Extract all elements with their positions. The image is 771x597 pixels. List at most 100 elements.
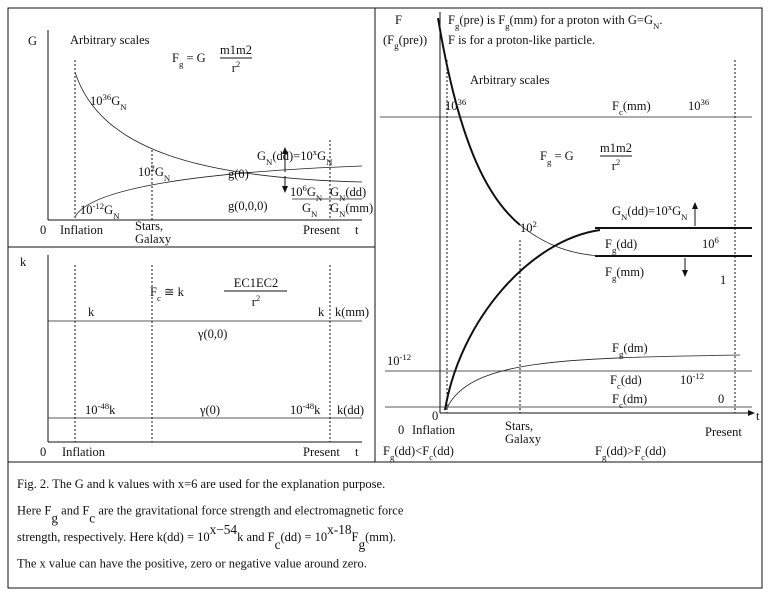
caption-line-part: are the gravitational force strength and… [95, 504, 404, 518]
x-axis-label: Galaxy [505, 432, 542, 446]
condition-part: (dd)<F [394, 444, 429, 458]
axis-title: (Fg(pre)) [383, 33, 427, 51]
formula-lhs: Fc ≅ k [150, 285, 185, 303]
caption-line: Fig. 2. The G and k values with x=6 are … [17, 477, 385, 491]
label-part: (dd) [345, 185, 366, 199]
header: Fg(pre) is Fg(mm) for a proton with G=GN… [448, 13, 662, 31]
label-part: G [330, 201, 339, 215]
axis-title: k [20, 255, 27, 269]
label-part: γ(0,0) [197, 327, 227, 341]
x-axis-label: Present [705, 425, 742, 439]
label: GN(dd)=10xGN [612, 202, 688, 222]
label-part: 10 [290, 185, 303, 199]
label-part: F [610, 373, 617, 387]
label-part: (dd) [621, 373, 642, 387]
condition-part: c [641, 452, 645, 462]
header-part: F [448, 13, 455, 27]
caption-line-part: Fig. 2. The G and k values with x=6 are … [17, 477, 385, 491]
label-part: G [330, 185, 339, 199]
label-part: N [113, 211, 120, 221]
header: F is for a proton-like particle. [448, 33, 595, 47]
x-axis-label: Stars, [135, 219, 163, 233]
formula-denominator-part: r [612, 159, 617, 173]
label-part: 36 [103, 92, 112, 102]
header-part: g [505, 21, 510, 31]
caption-line-part: c [275, 537, 281, 552]
condition-part: g [602, 452, 607, 462]
x-axis-label: Inflation [412, 423, 456, 437]
formula-lhs-part: F [172, 51, 179, 65]
label: 1036 [445, 97, 467, 113]
label-part: -12 [693, 371, 705, 381]
x-axis-label: t [355, 445, 359, 459]
label: γ(0,0) [197, 327, 227, 341]
label-part: F [612, 341, 619, 355]
header-part: N [653, 21, 660, 31]
label-part: -12 [400, 352, 412, 362]
label: γ(0) [199, 403, 220, 417]
label-part: (mm) [616, 265, 644, 279]
label-part: N [266, 157, 273, 167]
label-part: F [612, 392, 619, 406]
header-part: F is for a proton-like particle. [448, 33, 595, 47]
label: g(0,0,0) [228, 199, 268, 213]
label-part: N [316, 193, 323, 203]
caption-line-part: c [89, 510, 95, 525]
label-part: c [619, 400, 623, 410]
label-part: 10 [80, 203, 93, 217]
label-part: 10 [520, 221, 533, 235]
label-part: 36 [701, 97, 710, 107]
formula-lhs: Fg = G [540, 149, 574, 167]
caption-line-part: x−54 [210, 522, 238, 537]
label-part: N [621, 212, 628, 222]
caption-line-part: (dd) = 10 [281, 530, 328, 544]
label-part: 10 [680, 373, 693, 387]
label: 1 [720, 273, 726, 287]
condition-part: F [595, 444, 602, 458]
caption-line-part: k and F [237, 530, 275, 544]
label-part: F [605, 265, 612, 279]
curve [437, 17, 521, 226]
x-axis-label: 0 [40, 445, 46, 459]
x-axis-label: t [355, 223, 359, 237]
axis-title-part: (F [383, 33, 394, 47]
label-part: (mm) [623, 99, 651, 113]
x-axis-label: Inflation [62, 445, 106, 459]
label-part: F [605, 237, 612, 251]
label-part: k [318, 305, 325, 319]
x-axis-label: 0 [40, 223, 46, 237]
label-part: 10 [85, 403, 98, 417]
label-part: x [313, 147, 318, 157]
curve [519, 224, 601, 257]
formula-lhs-part: = G [183, 51, 205, 65]
label: Fc(dm) [612, 392, 647, 410]
formula-lhs-part: F [540, 149, 547, 163]
curve [74, 71, 363, 183]
label-part: γ(0) [199, 403, 220, 417]
label-part: k [88, 305, 95, 319]
header-part: (pre) is F [459, 13, 505, 27]
label: 1036GN [90, 92, 127, 112]
label-part: G [317, 149, 326, 163]
formula-denominator-part: 2 [616, 157, 620, 167]
axis-title-part: (pre)) [399, 33, 427, 47]
caption-line-part: strength, respectively. Here k(dd) = 10 [17, 530, 210, 544]
formula-lhs-part: c [157, 293, 161, 303]
label-part: G [257, 149, 266, 163]
condition-part: F [383, 444, 390, 458]
label: Fc(mm) [612, 99, 651, 117]
label-part: (dd)=10 [272, 149, 312, 163]
label-part: 10 [387, 354, 400, 368]
header-part: (mm) for a proton with G=G [510, 13, 653, 27]
caption-line-part: g [358, 537, 365, 552]
label: 10-12 [387, 352, 411, 368]
label-part: N [164, 173, 171, 183]
x-axis-label: Galaxy [135, 232, 172, 246]
label-part: (dd) [616, 237, 637, 251]
header-part: . [659, 13, 662, 27]
label-part: N [311, 209, 318, 219]
axis-title: F [395, 13, 402, 27]
label-part: G [672, 204, 681, 218]
label: GN(dd)=10xGN [257, 147, 333, 167]
formula-lhs-part: = G [551, 149, 573, 163]
